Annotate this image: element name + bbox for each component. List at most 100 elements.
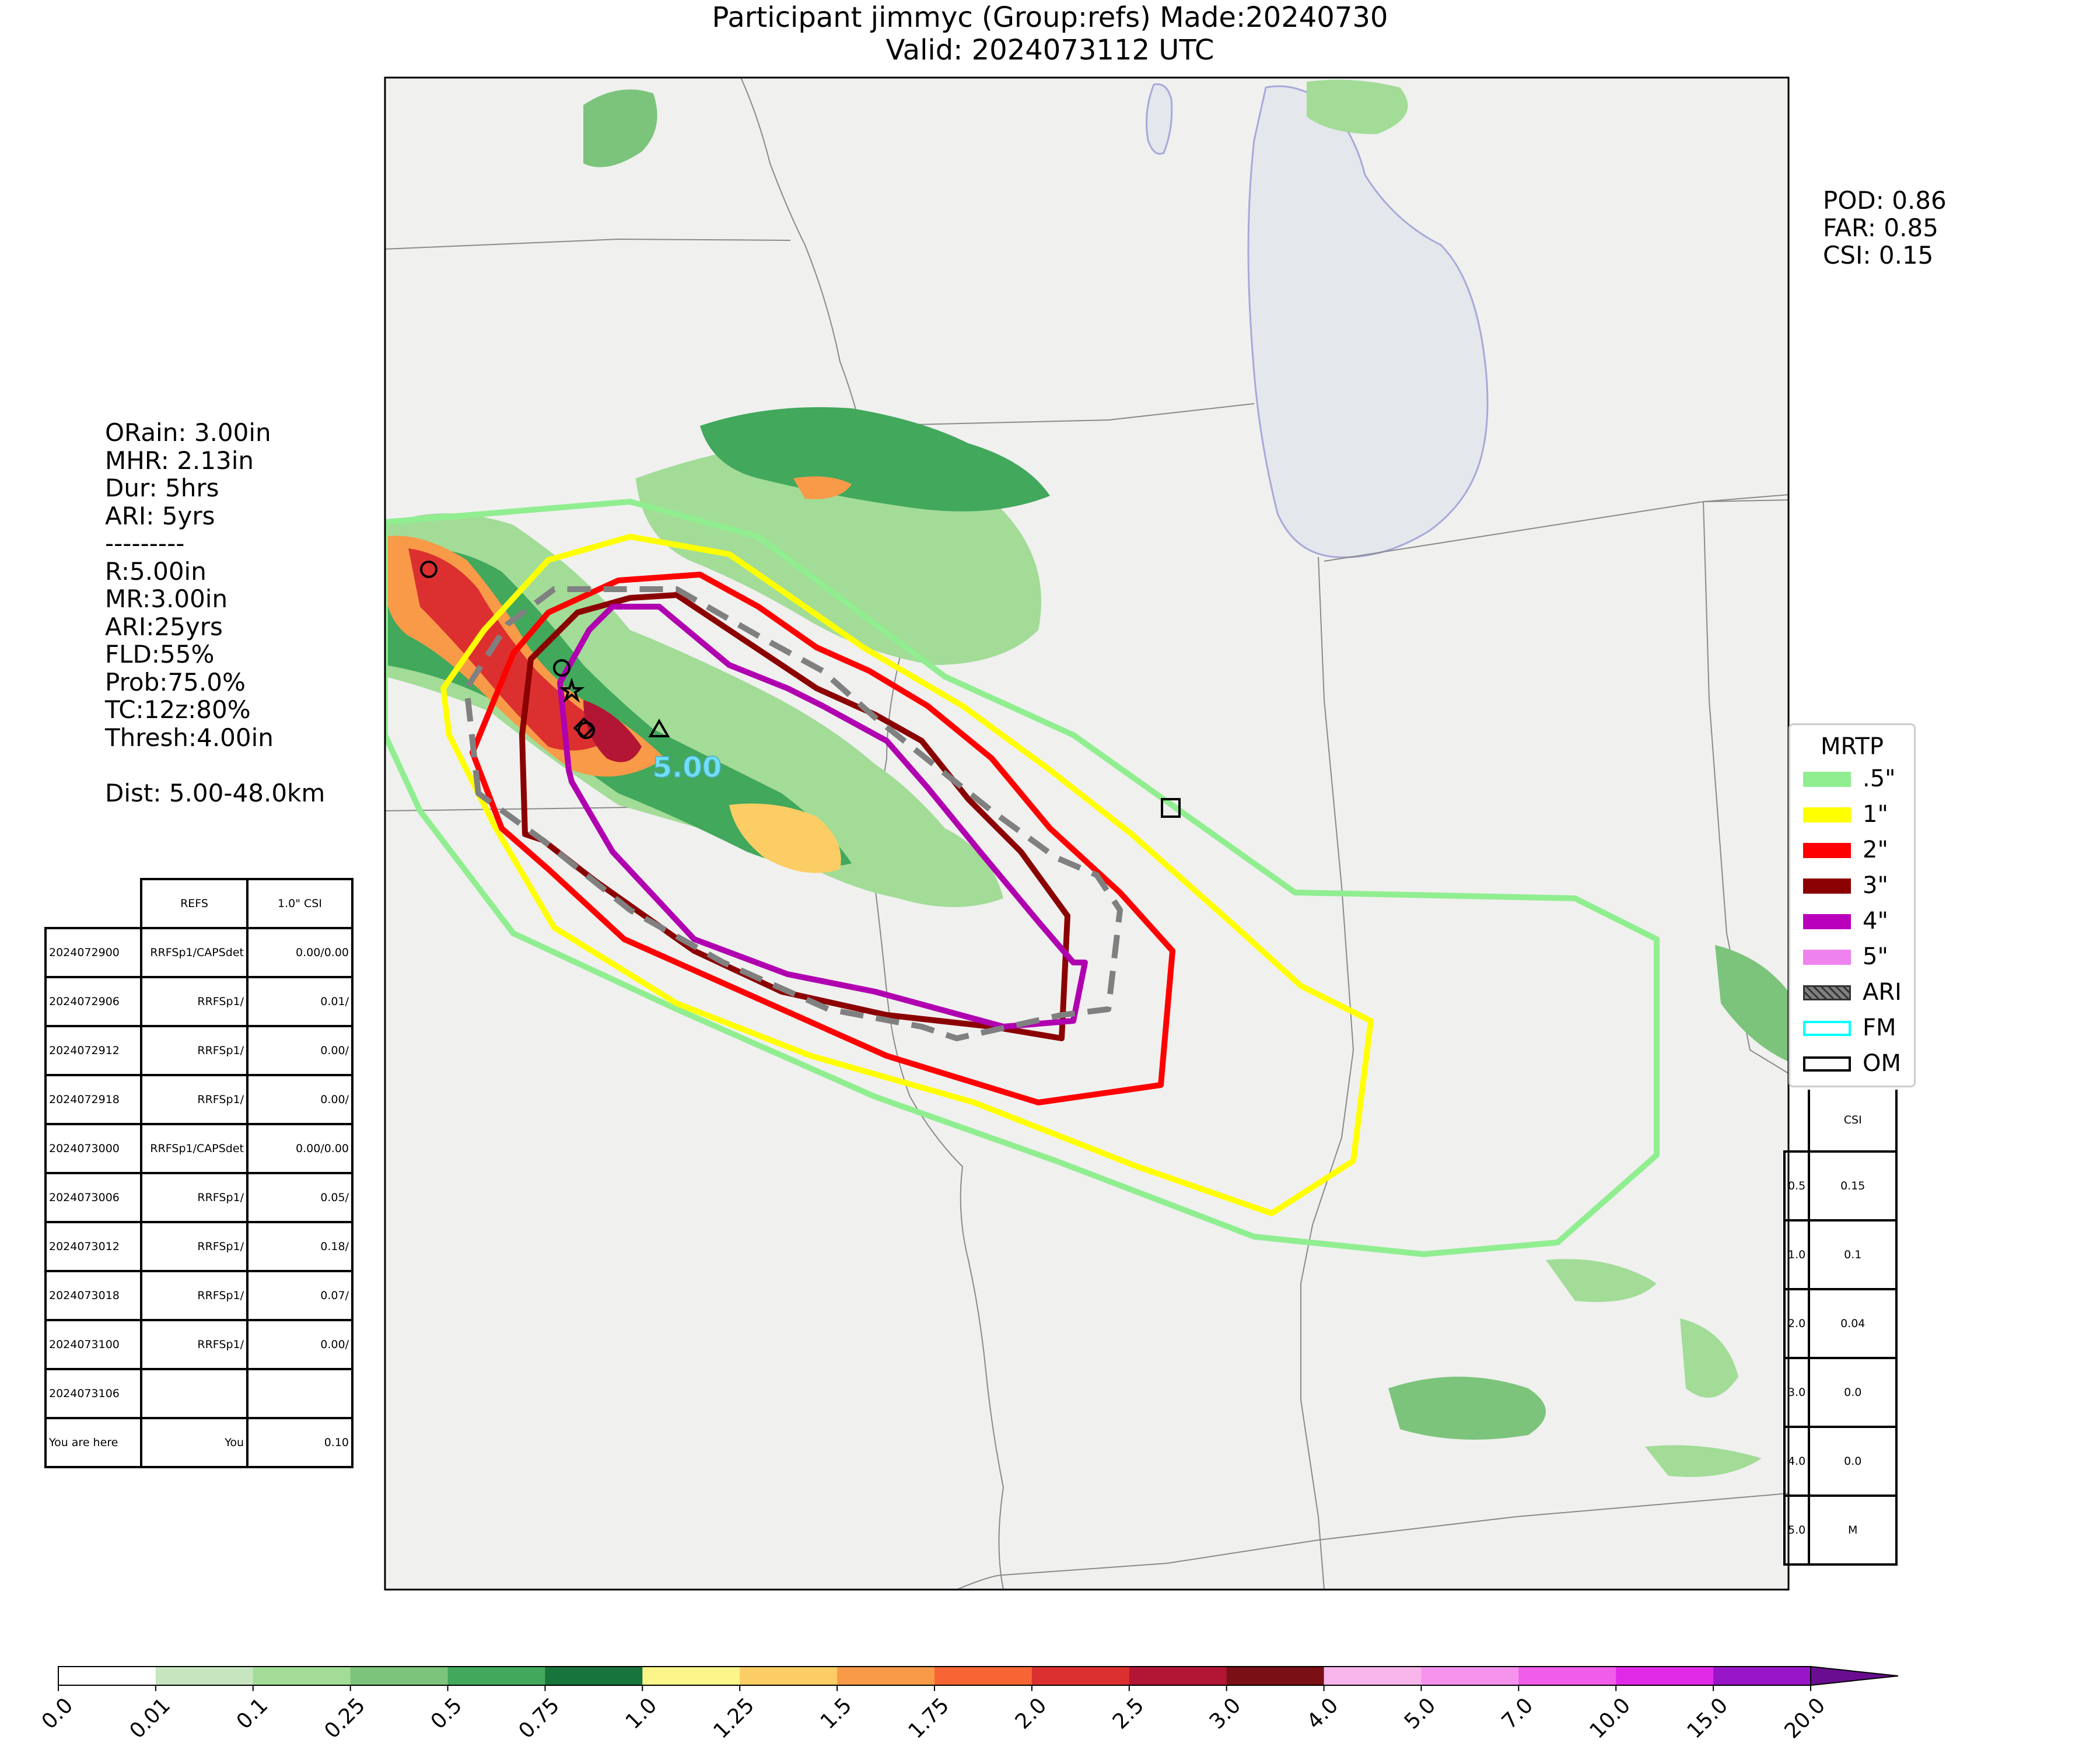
runs-cell: RRFSp1/ <box>140 976 249 1027</box>
runs-cell: 2024073006 <box>44 1172 142 1223</box>
param-line: Prob:75.0% <box>105 667 246 696</box>
csi-threshold: 1.0 <box>1783 1219 1811 1290</box>
pod-score: POD: 0.86 <box>1823 186 1947 215</box>
legend-swatch <box>1803 950 1851 965</box>
param-line: --------- <box>105 529 185 558</box>
param-line: ORain: 3.00in <box>105 418 271 447</box>
runs-cell: 2024072906 <box>44 976 142 1027</box>
param-line: MR:3.00in <box>105 584 228 613</box>
runs-cell: RRFSp1/CAPSdet <box>140 927 249 978</box>
runs-cell: 0.00/ <box>246 1319 354 1370</box>
runs-cell: RRFSp1/ <box>140 1025 249 1076</box>
mrtp-legend: MRTP .5" 1" 2" 3" 4" 5" ARI FM OM <box>1788 723 1916 1087</box>
runs-cell: You <box>140 1417 249 1468</box>
csi-score: CSI: 0.15 <box>1823 241 1934 270</box>
csi-value: 0.15 <box>1808 1150 1898 1222</box>
runs-cell: 0.05/ <box>246 1172 354 1223</box>
table-row: 2024072912 RRFSp1/0.00/ <box>44 1025 354 1076</box>
csi-threshold: 0.5 <box>1783 1150 1811 1222</box>
param-line: TC:12z:80% <box>105 695 251 724</box>
param-line: R:5.00in <box>105 556 206 586</box>
table-row: 2024073018 RRFSp1/0.07/ <box>44 1270 354 1321</box>
om-box-marker <box>1161 798 1181 818</box>
param-line: Dist: 5.00-48.0km <box>105 778 326 807</box>
map-background <box>385 78 1788 1590</box>
table-row: 2024072906 RRFSp1/0.01/ <box>44 976 354 1027</box>
runs-cell: 0.18/ <box>246 1221 354 1272</box>
legend-label: ARI <box>1863 979 1902 1006</box>
runs-cell: RRFSp1/ <box>140 1270 249 1321</box>
csi-threshold: 5.0 <box>1783 1494 1811 1566</box>
param-line: Dur: 5hrs <box>105 474 219 502</box>
obs-diamond-marker <box>573 717 595 739</box>
legend-swatch <box>1803 772 1851 787</box>
legend-swatch <box>1803 985 1851 1000</box>
runs-cell: 2024073100 <box>44 1319 142 1370</box>
csi-value: 0.0 <box>1808 1426 1898 1497</box>
table-row: 5.0 M <box>1783 1494 1898 1566</box>
runs-cell: 2024072912 <box>44 1025 142 1076</box>
csi-value: 0.04 <box>1808 1288 1898 1359</box>
runs-cell: RRFSp1/ <box>140 1172 249 1223</box>
csi-threshold: 2.0 <box>1783 1288 1811 1359</box>
obs-triangle-marker <box>648 718 670 737</box>
runs-cell: 2024073106 <box>44 1368 142 1419</box>
qpf-shading <box>385 79 1788 1477</box>
contour-1 <box>440 534 1374 1216</box>
table-row: 2024072900 RRFSp1/CAPSdet 0.00/0.00 <box>44 927 354 978</box>
runs-cell: 0.00/ <box>246 1025 354 1076</box>
runs-cell: 0.10 <box>246 1417 354 1468</box>
table-row: 2024073006 RRFSp1/0.05/ <box>44 1172 354 1223</box>
csi-value: 0.1 <box>1808 1219 1898 1290</box>
runs-cell <box>140 1368 249 1419</box>
table-row: 0.5 0.15 <box>1783 1150 1898 1222</box>
runs-header-cell: 1.0" CSI <box>246 878 354 929</box>
table-row: 2024073012 RRFSp1/0.18/ <box>44 1221 354 1272</box>
legend-swatch <box>1803 878 1851 894</box>
legend-label: 4" <box>1863 908 1888 935</box>
table-row: You are here You 0.10 <box>44 1417 354 1468</box>
csi-header-blank <box>1784 1090 1811 1152</box>
runs-cell: You are here <box>44 1417 142 1468</box>
csi-value: M <box>1808 1494 1898 1566</box>
legend-label: 1" <box>1863 801 1888 828</box>
csi-threshold: 3.0 <box>1783 1357 1811 1428</box>
runs-cell: 2024073018 <box>44 1270 142 1321</box>
param-line: MHR: 2.13in <box>105 446 254 475</box>
runs-header-cell: REFS <box>140 878 249 929</box>
runs-cell: 0.00/0.00 <box>246 927 354 978</box>
table-row: 2.0 0.04 <box>1783 1288 1898 1359</box>
table-row: 3.0 0.0 <box>1783 1357 1898 1428</box>
legend-label: OM <box>1863 1050 1901 1077</box>
table-row: 1.0 0.1 <box>1783 1219 1898 1290</box>
csi-header: CSI <box>1808 1090 1898 1153</box>
runs-cell: 2024073012 <box>44 1221 142 1272</box>
legend-label: 5" <box>1863 943 1888 970</box>
chart-title: Participant jimmyc (Group:refs) Made:202… <box>712 1 1388 34</box>
legend-swatch <box>1803 914 1851 929</box>
legend-swatch <box>1803 807 1851 822</box>
table-row: 2024072918 RRFSp1/0.00/ <box>44 1074 354 1125</box>
obs-circle-marker <box>420 561 438 578</box>
far-score: FAR: 0.85 <box>1823 214 1938 242</box>
legend-label: 3" <box>1863 872 1888 899</box>
table-row: 2024073106 <box>44 1368 354 1419</box>
runs-header-cell <box>46 879 142 929</box>
param-line: Thresh:4.00in <box>105 723 274 752</box>
csi-value: 0.0 <box>1808 1357 1898 1428</box>
runs-cell <box>246 1368 354 1419</box>
runs-cell: RRFSp1/CAPSdet <box>140 1123 249 1174</box>
runs-cell: RRFSp1/ <box>140 1319 249 1370</box>
forecast-parameters: ORain: 3.00in MHR: 2.13in Dur: 5hrs ARI: 5y… <box>105 419 325 807</box>
param-line: ARI: 5yrs <box>105 501 215 530</box>
csi-threshold: 4.0 <box>1783 1426 1811 1497</box>
model-runs-table: REFS 1.0" CSI 2024072900 RRFSp1/CAPSdet 0.00… <box>44 878 354 1468</box>
table-row: 4.0 0.0 <box>1783 1426 1898 1497</box>
legend-label: 2" <box>1863 836 1888 863</box>
legend-label: FM <box>1863 1014 1896 1041</box>
table-row: 2024073100 RRFSp1/0.00/ <box>44 1319 354 1370</box>
runs-cell: 0.00/ <box>246 1074 354 1125</box>
legend-swatch <box>1803 1056 1851 1072</box>
runs-cell: 2024073000 <box>44 1123 142 1174</box>
